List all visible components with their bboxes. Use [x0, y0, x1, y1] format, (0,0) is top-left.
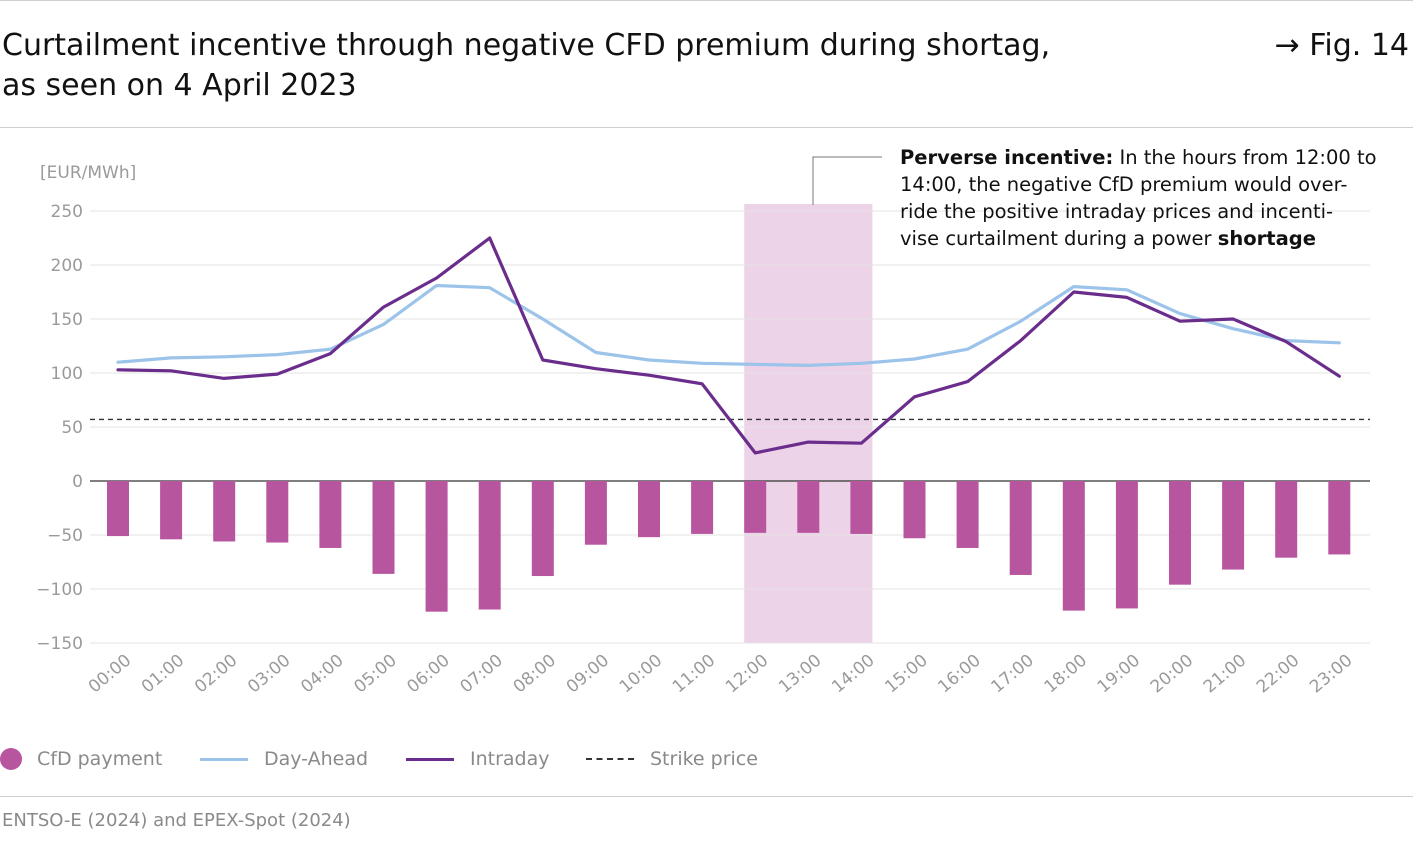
day-ahead-line-icon: [200, 757, 248, 761]
cfd-bar: [1009, 481, 1032, 575]
x-tick-label: 09:00: [563, 651, 613, 698]
title-rule: [0, 127, 1413, 128]
y-tick-label: 200: [51, 256, 83, 276]
annotation-line-1: In the hours from 12:00 to: [1113, 146, 1377, 169]
x-tick-label: 23:00: [1306, 651, 1356, 698]
figure-reference: → Fig. 14: [1274, 28, 1409, 63]
x-tick-label: 20:00: [1147, 651, 1197, 698]
y-axis-unit-label: [EUR/MWh]: [40, 163, 136, 183]
annotation-line-3: ride the positive intraday prices and in…: [900, 200, 1334, 223]
x-tick-label: 18:00: [1041, 651, 1091, 698]
x-tick-label: 08:00: [510, 651, 560, 698]
legend-label-intraday: Intraday: [470, 748, 550, 770]
x-tick-label: 17:00: [988, 651, 1038, 698]
cfd-bar: [956, 481, 979, 548]
cfd-bar: [160, 481, 183, 540]
cfd-bar: [850, 481, 873, 534]
x-tick-label: 12:00: [722, 651, 772, 698]
x-tick-label: 06:00: [403, 651, 453, 698]
strike-dash-icon: [586, 758, 634, 760]
cfd-bar: [1062, 481, 1085, 611]
y-tick-label: 250: [51, 202, 83, 222]
annotation-line-2: 14:00, the negative CfD premium would ov…: [900, 173, 1348, 196]
annotation-lead: Perverse incentive:: [900, 146, 1114, 169]
y-tick-label: 0: [72, 472, 83, 492]
cfd-bar: [744, 481, 767, 533]
intraday-line: [116, 236, 1341, 455]
cfd-bar: [691, 481, 714, 534]
legend-item-intraday: Intraday: [406, 744, 550, 774]
top-rule: [0, 0, 1413, 1]
cfd-bar: [584, 481, 607, 545]
x-tick-label: 13:00: [775, 651, 825, 698]
source-rule: [0, 796, 1413, 797]
cfd-bar: [531, 481, 554, 577]
cfd-bar: [1115, 481, 1138, 609]
cfd-bar: [372, 481, 395, 574]
cfd-bar: [213, 481, 236, 542]
x-tick-label: 00:00: [85, 651, 135, 698]
legend-label-cfd: CfD payment: [37, 748, 163, 770]
y-tick-label: 50: [61, 418, 83, 438]
annotation-text: Perverse incentive: In the hours from 12…: [900, 144, 1380, 252]
cfd-bar: [1222, 481, 1245, 570]
source-note: ENTSO-E (2024) and EPEX-Spot (2024): [2, 810, 351, 831]
x-tick-label: 01:00: [138, 651, 188, 698]
legend-item-cfd: CfD payment: [0, 744, 162, 774]
legend-label-strike: Strike price: [650, 748, 758, 770]
x-tick-label: 04:00: [297, 651, 347, 698]
cfd-bar: [425, 481, 448, 612]
title-line-2: as seen on 4 April 2023: [2, 68, 357, 103]
x-tick-label: 16:00: [934, 651, 984, 698]
intraday-line-icon: [406, 757, 454, 761]
title-line-1: Curtailment incentive through negative C…: [2, 28, 1051, 63]
cfd-bar: [1169, 481, 1191, 585]
cfd-bar: [903, 481, 926, 539]
legend-item-day-ahead: Day-Ahead: [200, 744, 368, 774]
y-tick-label: −100: [36, 580, 83, 600]
highlight-band: [744, 204, 873, 643]
cfd-bar: [107, 481, 129, 537]
x-tick-label: 11:00: [669, 651, 719, 698]
annotation-emphasis: shortage: [1217, 227, 1316, 250]
annotation-line-4: vise curtailment during a power: [900, 227, 1218, 250]
x-tick-label: 02:00: [191, 651, 241, 698]
x-tick-label: 10:00: [616, 651, 666, 698]
y-tick-label: −150: [36, 634, 83, 654]
cfd-bar: [797, 481, 820, 533]
y-tick-label: −50: [47, 526, 83, 546]
cfd-bar: [1328, 481, 1351, 555]
chart-title: Curtailment incentive through negative C…: [2, 26, 1050, 106]
annotation-leader-line: [812, 156, 882, 205]
legend-item-strike: Strike price: [586, 744, 758, 774]
cfd-dot-icon: [0, 748, 22, 770]
cfd-bar: [478, 481, 501, 610]
legend-label-day-ahead: Day-Ahead: [264, 748, 369, 770]
x-tick-label: 05:00: [350, 651, 400, 698]
x-tick-label: 22:00: [1253, 651, 1303, 698]
chart-area: 250 200 150 100 50 0 −50 −100 −150 [EUR/MWh] 00:00…: [36, 156, 1370, 698]
x-tick-label: 15:00: [881, 651, 931, 698]
x-tick-label: 07:00: [457, 651, 507, 698]
y-tick-label: 150: [51, 310, 83, 330]
day-ahead-line: [116, 283, 1341, 367]
x-tick-label: 19:00: [1094, 651, 1144, 698]
y-tick-label: 100: [51, 364, 83, 384]
cfd-bar: [266, 481, 289, 543]
x-tick-label: 14:00: [828, 651, 878, 698]
x-tick-label: 21:00: [1200, 651, 1250, 698]
cfd-bar: [319, 481, 342, 548]
x-tick-label: 03:00: [244, 651, 294, 698]
cfd-bar: [1275, 481, 1298, 558]
cfd-bar: [638, 481, 660, 538]
legend: CfD payment Day-Ahead Intraday Strike pr…: [0, 744, 1413, 774]
